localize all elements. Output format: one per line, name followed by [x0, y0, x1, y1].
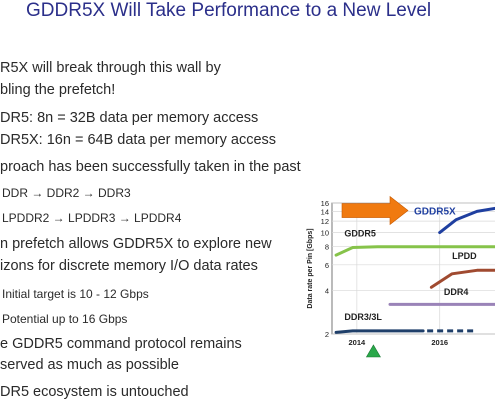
- arrow-label-gddr5x: GDDR5X: [414, 207, 456, 218]
- bullet-line-13: served as much as possible: [0, 357, 179, 373]
- plot-frame: [331, 202, 495, 335]
- bullet-line-14: DR5 ecosystem is untouched: [0, 384, 189, 400]
- series-line-gddr5: [334, 245, 495, 257]
- series-line-ddr3-3l: [334, 329, 425, 334]
- bullet-line-1: R5X will break through this wall by: [0, 60, 221, 76]
- series-line-gddr5x: [438, 206, 495, 235]
- x-tick-label-2014: 2014: [349, 338, 367, 347]
- y-tick-label-4: 4: [325, 286, 329, 295]
- x-tick-label-2016: 2016: [431, 338, 448, 347]
- series-label-lpdd: LPDD: [452, 251, 477, 261]
- y-tick-label-6: 6: [325, 261, 329, 270]
- bullet-line-5: proach has been successfully taken in th…: [0, 159, 301, 175]
- y-tick-label-10: 10: [321, 229, 329, 238]
- bullet-line-9: izons for discrete memory I/O data rates: [0, 258, 258, 274]
- data-rate-chart: 24681012141620142016201Data rate per Pin…: [307, 195, 495, 358]
- series-label-gddr5: GDDR5: [344, 229, 376, 239]
- y-tick-label-14: 14: [321, 207, 329, 216]
- bullet-line-12: e GDDR5 command protocol remains: [0, 336, 242, 352]
- sub-bullet-potential: Potential up to 16 Gbps: [2, 312, 128, 326]
- series-label-ddr4: DDR4: [444, 287, 469, 297]
- series-line-lpdd: [429, 268, 495, 289]
- timeline-marker-triangle: [365, 344, 381, 358]
- y-tick-label-12: 12: [321, 217, 329, 226]
- bullet-line-3: DR5: 8n = 32B data per memory access: [0, 110, 259, 126]
- sub-bullet-lpddr: LPDDR2 → LPDDR3 → LPDDR4: [2, 211, 182, 225]
- sub-bullet-initial-target: Initial target is 10 - 12 Gbps: [2, 287, 149, 301]
- bullet-line-4: DR5X: 16n = 64B data per memory access: [0, 132, 277, 148]
- y-axis-label: Data rate per Pin [Gbps]: [307, 228, 314, 308]
- bullet-line-2: bling the prefetch!: [0, 82, 116, 98]
- series-label-ddr3-3l: DDR3/3L: [344, 312, 382, 322]
- slide-title: GDDR5X Will Take Performance to a New Le…: [26, 0, 432, 21]
- performance-arrow: [341, 195, 409, 226]
- bullet-line-8: n prefetch allows GDDR5X to explore new: [0, 236, 272, 252]
- sub-bullet-ddr: DDR → DDR2 → DDR3: [2, 186, 131, 200]
- y-tick-label-8: 8: [325, 243, 329, 252]
- y-tick-label-2: 2: [325, 330, 329, 339]
- y-tick-label-16: 16: [321, 199, 329, 208]
